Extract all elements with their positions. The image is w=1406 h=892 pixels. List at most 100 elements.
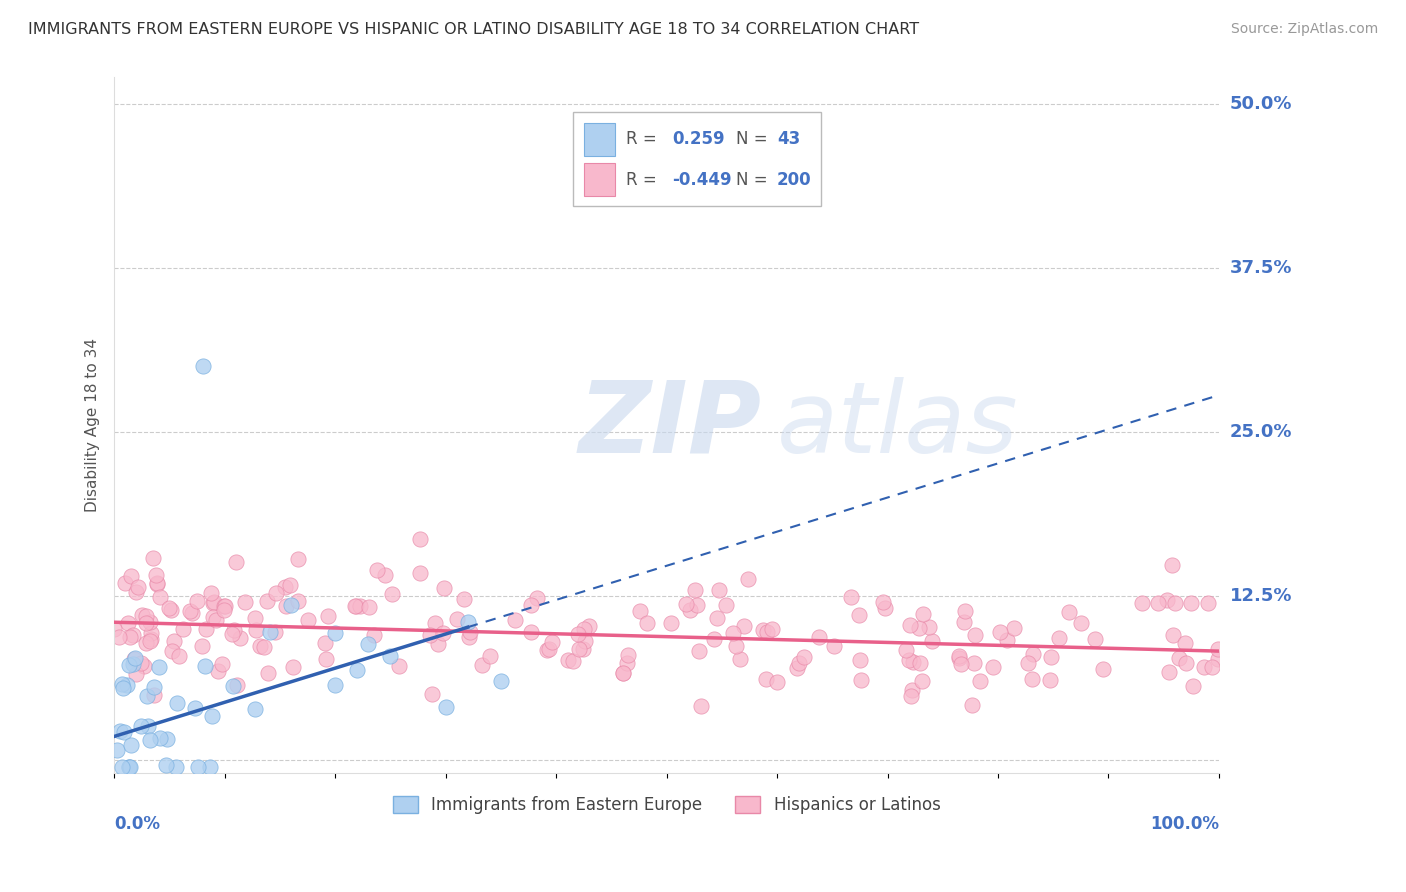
Text: 37.5%: 37.5%	[1230, 259, 1292, 277]
Point	[900, 690, 922, 704]
Point	[139, 615, 162, 629]
Point	[245, 624, 267, 638]
Point	[1201, 659, 1223, 673]
Point	[117, 759, 139, 773]
Point	[381, 586, 404, 600]
Point	[1070, 616, 1092, 631]
Point	[187, 759, 209, 773]
Point	[145, 568, 167, 582]
Point	[950, 657, 973, 672]
Point	[628, 604, 651, 618]
Point	[253, 640, 276, 655]
Point	[875, 600, 897, 615]
Point	[921, 633, 943, 648]
Point	[823, 639, 845, 653]
Point	[155, 758, 177, 772]
Point	[766, 674, 789, 689]
Point	[233, 595, 256, 609]
Point	[755, 624, 778, 639]
Text: R =: R =	[626, 170, 657, 189]
Point	[420, 687, 443, 701]
Point	[226, 678, 249, 692]
Point	[1161, 627, 1184, 641]
Point	[572, 642, 595, 657]
Point	[898, 653, 921, 667]
Point	[675, 597, 697, 611]
Text: IMMIGRANTS FROM EASTERN EUROPE VS HISPANIC OR LATINO DISABILITY AGE 18 TO 34 COR: IMMIGRANTS FROM EASTERN EUROPE VS HISPAN…	[28, 22, 920, 37]
Point	[688, 643, 710, 657]
Point	[1174, 635, 1197, 649]
Point	[224, 623, 246, 637]
Point	[374, 568, 396, 582]
Point	[903, 655, 925, 669]
Point	[114, 575, 136, 590]
Point	[409, 566, 432, 580]
Y-axis label: Disability Age 18 to 34: Disability Age 18 to 34	[86, 338, 100, 512]
Point	[273, 580, 295, 594]
Point	[222, 679, 245, 693]
FancyBboxPatch shape	[572, 112, 821, 206]
Text: atlas: atlas	[778, 376, 1019, 474]
Point	[357, 637, 380, 651]
Point	[155, 731, 177, 746]
Point	[1084, 632, 1107, 646]
Point	[962, 698, 984, 713]
Point	[457, 630, 479, 644]
Text: 50.0%: 50.0%	[1230, 95, 1292, 112]
Point	[1180, 595, 1202, 609]
Point	[120, 630, 142, 644]
Point	[274, 599, 297, 614]
Point	[872, 595, 894, 609]
Point	[184, 701, 207, 715]
Point	[315, 652, 337, 666]
Point	[567, 627, 589, 641]
Point	[129, 657, 152, 671]
Point	[357, 599, 380, 614]
Text: N =: N =	[737, 130, 768, 148]
Point	[125, 585, 148, 599]
Point	[287, 594, 309, 608]
Point	[349, 599, 371, 614]
Point	[201, 595, 224, 609]
Point	[851, 673, 873, 687]
Point	[214, 599, 236, 614]
Point	[1156, 592, 1178, 607]
Point	[948, 648, 970, 663]
Point	[723, 626, 745, 640]
Point	[191, 639, 214, 653]
Point	[995, 633, 1018, 648]
Point	[1147, 595, 1170, 609]
Point	[380, 649, 402, 664]
Text: 200: 200	[778, 170, 811, 189]
Point	[423, 615, 446, 630]
Point	[344, 599, 367, 613]
Point	[112, 725, 135, 739]
Point	[149, 590, 172, 604]
Point	[981, 659, 1004, 673]
Point	[243, 611, 266, 625]
Point	[526, 591, 548, 606]
Point	[280, 598, 302, 612]
Point	[105, 743, 128, 757]
Point	[280, 578, 302, 592]
Point	[120, 569, 142, 583]
Text: 0.259: 0.259	[672, 130, 724, 148]
Point	[129, 719, 152, 733]
Point	[143, 689, 166, 703]
Point	[969, 673, 991, 688]
Point	[211, 657, 233, 671]
Point	[118, 759, 141, 773]
Point	[894, 643, 917, 657]
Point	[110, 723, 132, 738]
Point	[1039, 649, 1062, 664]
Point	[142, 550, 165, 565]
Legend: Immigrants from Eastern Europe, Hispanics or Latinos: Immigrants from Eastern Europe, Hispanic…	[385, 789, 948, 821]
Text: Source: ZipAtlas.com: Source: ZipAtlas.com	[1230, 22, 1378, 37]
Point	[125, 666, 148, 681]
Point	[446, 612, 468, 626]
Point	[458, 624, 481, 639]
Point	[1159, 665, 1181, 679]
Point	[207, 664, 229, 678]
Point	[212, 603, 235, 617]
Text: 25.0%: 25.0%	[1230, 423, 1292, 441]
